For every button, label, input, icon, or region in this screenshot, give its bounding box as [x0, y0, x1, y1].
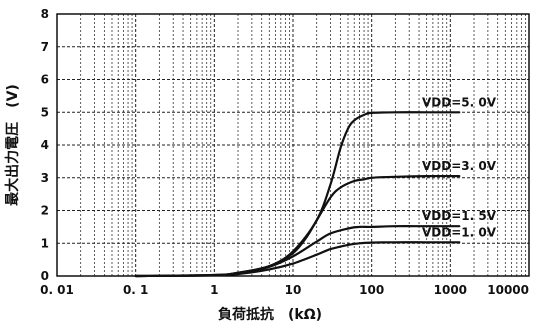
- x-tick-label: 1: [210, 283, 218, 297]
- y-tick-label: 3: [41, 171, 49, 185]
- y-tick-label: 6: [41, 73, 49, 87]
- series-labels: VDD=5. 0V VDD=3. 0V VDD=1. 5V VDD=1. 0V: [422, 95, 497, 239]
- x-axis-label: 負荷抵抗 (kΩ): [218, 306, 322, 323]
- x-tick-label: 100: [359, 283, 384, 297]
- series-line: [134, 111, 461, 278]
- series-label: VDD=1. 0V: [422, 225, 497, 239]
- series-curves: [134, 111, 461, 278]
- plot-frame: [56, 13, 530, 277]
- series-label: VDD=1. 5V: [422, 209, 497, 223]
- y-axis-label: 最大出力電圧 (V): [4, 84, 21, 206]
- y-tick-label: 1: [41, 236, 49, 250]
- x-tick-labels: 0. 01 0. 1 1 10 100 1000 10000: [40, 283, 529, 297]
- y-tick-labels: 0 1 2 3 4 5 6 7 8: [41, 7, 49, 283]
- x-tick-label: 0. 01: [40, 283, 74, 297]
- x-tick-label: 10000: [487, 283, 529, 297]
- series-label: VDD=3. 0V: [422, 159, 497, 173]
- x-tick-label: 10: [285, 283, 302, 297]
- y-tick-label: 4: [41, 138, 49, 152]
- series-line: [134, 241, 461, 278]
- y-tick-label: 0: [41, 269, 49, 283]
- y-tick-label: 5: [41, 105, 49, 119]
- grid: [57, 14, 529, 276]
- series-line: [134, 225, 461, 278]
- x-tick-label: 0. 1: [123, 283, 148, 297]
- series-label: VDD=5. 0V: [422, 95, 497, 109]
- y-tick-label: 7: [41, 40, 49, 54]
- y-tick-label: 2: [41, 204, 49, 218]
- y-tick-label: 8: [41, 7, 49, 21]
- x-tick-label: 1000: [434, 283, 467, 297]
